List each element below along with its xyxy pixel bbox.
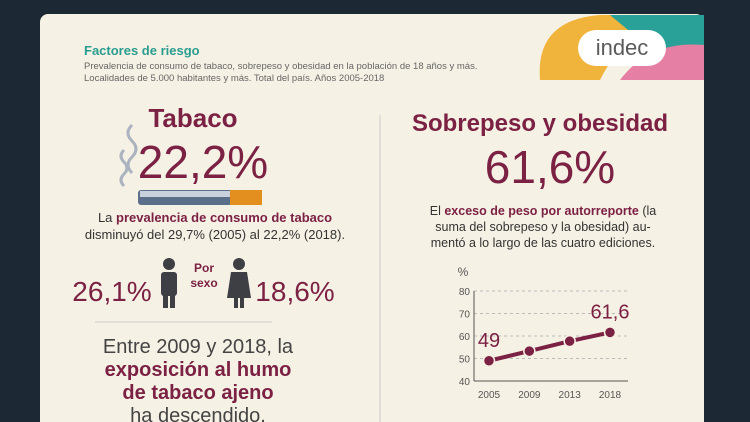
- male-icon: [161, 258, 177, 308]
- y-tick-label: 70: [459, 310, 471, 321]
- section-title: Sobrepeso y obesidad: [412, 110, 668, 137]
- y-axis-label: %: [458, 265, 469, 279]
- text: La: [98, 210, 116, 225]
- text: El: [430, 204, 445, 218]
- cigarette: [140, 191, 230, 197]
- cigarette-filter: [230, 190, 262, 205]
- y-tick-label: 40: [459, 377, 471, 388]
- exposure-text: ha descendido.: [130, 405, 266, 422]
- logo-shapes: indec: [539, 15, 704, 80]
- x-tick-label: 2018: [599, 390, 622, 401]
- text: prevalencia de consumo de tabaco: [116, 210, 332, 225]
- data-point: [523, 344, 536, 358]
- female-value: 18,6%: [255, 276, 334, 307]
- x-tick-label: 2009: [518, 390, 541, 401]
- line-chart: % 40 50 60 70 80 2005 49 2009 2013 2018 61,6: [458, 265, 630, 401]
- smoke: [119, 123, 138, 188]
- data-point: [563, 334, 576, 348]
- section-title: Tabaco: [148, 103, 237, 133]
- y-tick-label: 60: [459, 332, 471, 343]
- description: mentó a lo largo de las cuatro ediciones…: [431, 236, 655, 250]
- y-tick-label: 50: [459, 355, 471, 366]
- description: suma del sobrepeso y la obesidad) au-: [435, 220, 650, 234]
- female-icon: [227, 258, 251, 308]
- data-point: [603, 326, 617, 339]
- big-value: 22,2%: [138, 136, 268, 188]
- sex-label: Por: [194, 261, 214, 275]
- data-point: [482, 354, 496, 367]
- logo: indec: [596, 35, 649, 60]
- card: [40, 14, 704, 422]
- exposure-text: de tabaco ajeno: [122, 382, 273, 404]
- description: disminuyó del 29,7% (2005) al 22,2% (201…: [85, 227, 345, 242]
- header-subtitle: Prevalencia de consumo de tabaco, sobrep…: [84, 61, 477, 72]
- description: La prevalencia de consumo de tabaco: [98, 210, 332, 225]
- header-title: Factores de riesgo: [84, 43, 200, 58]
- sex-label: sexo: [190, 276, 217, 290]
- exposure-text: Entre 2009 y 2018, la: [103, 336, 294, 358]
- big-value: 61,6%: [485, 141, 615, 193]
- y-tick-label: 80: [459, 287, 471, 298]
- x-tick-label: 2005: [478, 390, 501, 401]
- data-label: 61,6: [591, 301, 630, 323]
- header-subtitle: Localidades de 5.000 habitantes y más. T…: [84, 73, 384, 84]
- male-value: 26,1%: [72, 276, 151, 307]
- description: El exceso de peso por autorreporte (la: [430, 204, 657, 218]
- text: (la: [639, 204, 656, 218]
- text: exceso de peso por autorreporte: [444, 204, 639, 218]
- data-line: [488, 330, 611, 363]
- data-label: 49: [478, 330, 500, 352]
- x-tick-label: 2013: [559, 390, 582, 401]
- exposure-text: exposición al humo: [105, 359, 292, 381]
